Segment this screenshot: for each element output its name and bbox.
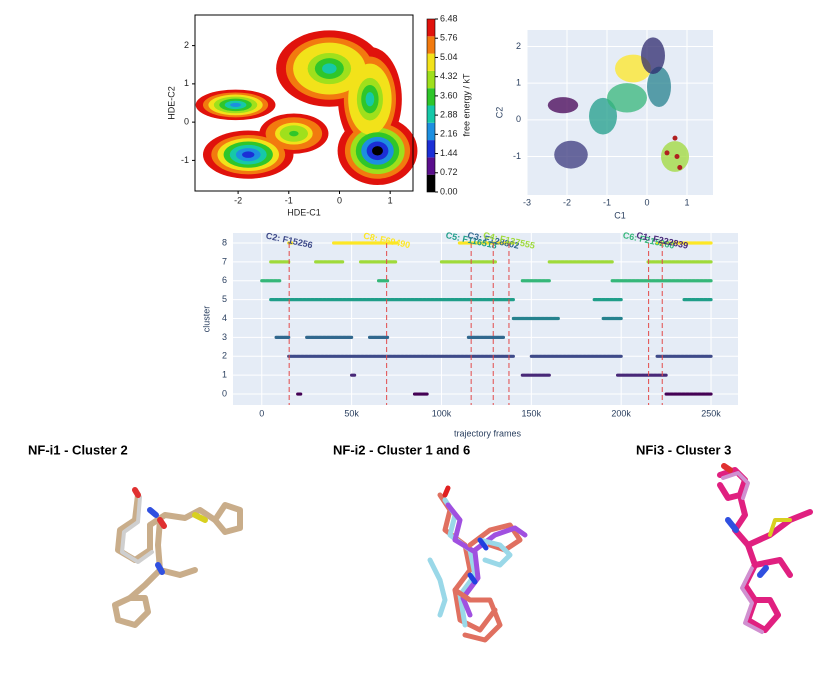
basin-minimum [289,130,299,137]
colorbar-segment [427,88,435,106]
y-tick-label: 2 [516,41,521,51]
cluster-cloud [641,37,665,74]
colorbar-segment [427,140,435,158]
basin-minimum [230,102,241,107]
x-tick-label: -2 [563,197,571,207]
centroid [672,135,678,141]
y-axis-label: C2 [494,107,504,119]
x-axis-label: trajectory frames [454,428,522,438]
y-axis-label: cluster [201,306,211,333]
y-tick-label: 0 [516,114,521,124]
colorbar-tick-label: 5.76 [440,33,458,43]
y-tick-label: 3 [222,332,227,342]
plot-area [527,30,713,195]
cluster-cloud [554,140,588,169]
y-tick-label: 2 [184,40,189,50]
colorbar-tick-label: 0.72 [440,167,458,177]
x-tick-label: 0 [644,197,649,207]
colorbar-tick-label: 1.44 [440,148,458,158]
colorbar-segment [427,36,435,54]
panel-caption: NFi3 - Cluster 3 [636,442,731,457]
colorbar-segment [427,53,435,71]
colorbar-tick-label: 5.04 [440,52,458,62]
colorbar-tick-label: 6.48 [440,13,458,23]
x-axis-label: C1 [614,210,626,220]
panel-caption: NF-i1 - Cluster 2 [28,442,128,457]
x-tick-label: 100k [432,408,452,418]
y-tick-label: -1 [513,151,521,161]
colorbar-segment [427,105,435,123]
colorbar-tick-label: 0.00 [440,186,458,196]
colorbar-tick-label: 3.60 [440,90,458,100]
colorbar-segment [427,122,435,141]
cluster-cloud [607,83,647,113]
colorbar-tick-label: 2.16 [440,129,458,139]
y-tick-label: 2 [222,351,227,361]
colorbar-segment [427,19,435,37]
cluster-cloud [547,97,579,114]
plot-frame [194,14,414,192]
y-tick-label: 0 [222,388,227,398]
y-axis-label: HDE-C2 [166,86,176,120]
basin-minimum [322,63,337,74]
colorbar-segment [427,174,435,192]
y-tick-label: 1 [516,78,521,88]
x-axis-label: HDE-C1 [287,207,321,217]
cluster-cloud [589,97,617,135]
centroid [674,154,680,159]
x-tick-label: 50k [344,408,359,418]
colorbar-segment [427,157,435,175]
molecule-3 [717,463,813,634]
x-tick-label: -2 [234,195,242,205]
colorbar-frame [426,18,436,193]
y-tick-label: 0 [184,117,189,127]
y-tick-label: 6 [222,275,227,285]
y-tick-label: -1 [181,155,189,165]
colorbar-segment [427,70,435,89]
basin-minimum [365,92,375,107]
y-tick-label: 1 [222,370,227,380]
x-tick-label: -1 [285,195,293,205]
cluster-cloud [647,66,671,107]
basin-minimum [372,146,383,156]
colorbar-tick-label: 2.88 [440,109,458,119]
y-tick-label: 4 [222,313,227,323]
free-energy-panel: -2 -1 0 1 -1 0 1 2 HDE-C1 HDE-C2 0.00 0.72 1.44 2.16 2… [166,13,471,217]
molecule-1 [112,487,243,628]
colorbar-label: free energy / kT [461,73,471,137]
x-tick-label: 250k [701,408,721,418]
centroid [677,165,683,170]
x-tick-label: 150k [522,408,542,418]
x-tick-label: 0 [259,408,264,418]
y-tick-label: 7 [222,256,227,266]
molecule-2 [427,485,528,643]
y-tick-label: 5 [222,294,227,304]
x-tick-label: -1 [603,197,611,207]
colorbar-tick-label: 4.32 [440,71,458,81]
centroid [664,150,670,156]
x-tick-label: 0 [337,195,342,205]
scatter-panel: -3 -2 -1 0 1 -1 0 1 2 C1 C2 [494,30,713,220]
y-tick-label: 1 [184,78,189,88]
basin-minimum [242,151,255,158]
x-tick-label: 1 [388,195,393,205]
x-tick-label: -3 [523,197,531,207]
x-tick-label: 1 [684,197,689,207]
y-tick-label: 8 [222,237,227,247]
x-tick-label: 200k [611,408,631,418]
panel-caption: NF-i2 - Cluster 1 and 6 [333,442,470,457]
